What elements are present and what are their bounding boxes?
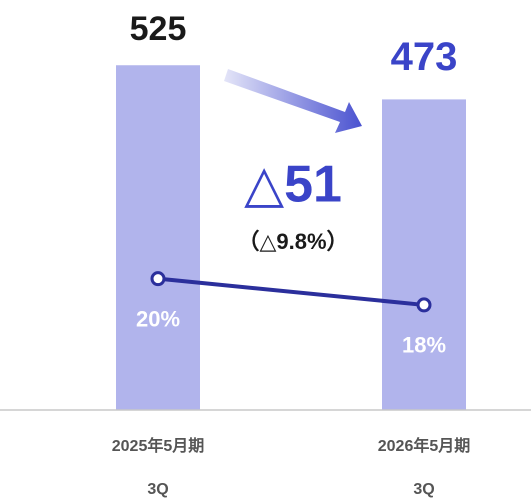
ratio-line <box>157 276 425 307</box>
x-tick-label: 3Q <box>147 481 168 498</box>
x-tick-label: 2025年5月期 <box>112 436 205 455</box>
ratio-label: 18% <box>402 333 446 358</box>
ratio-label: 20% <box>136 306 180 331</box>
ratio-marker <box>150 271 166 287</box>
x-tick-label: 2026年5月期 <box>378 436 471 455</box>
bar-value-label: 525 <box>130 10 187 48</box>
bar-value-label: 473 <box>391 35 458 79</box>
change-percent-annotation: （△9.8%） <box>237 229 348 254</box>
decrease-arrow <box>224 69 362 133</box>
ratio-marker <box>416 297 432 313</box>
bar <box>382 99 466 410</box>
change-annotation: △51 <box>244 156 342 214</box>
x-tick-label: 3Q <box>413 481 434 498</box>
bar <box>116 65 200 410</box>
